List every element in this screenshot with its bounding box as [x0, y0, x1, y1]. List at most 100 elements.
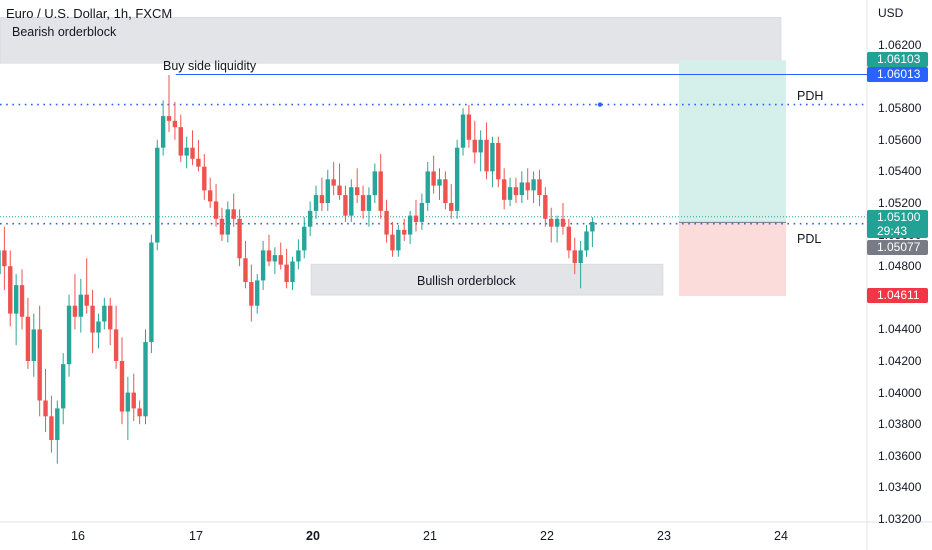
candle-body [90, 305, 95, 333]
candle-body [207, 190, 213, 202]
price-tick-label: 1.05600 [878, 132, 922, 147]
pdh-anchor [597, 102, 603, 107]
candle-body [507, 187, 513, 200]
bearish-orderblock-label: Bearish orderblock [12, 25, 117, 39]
candle-body [72, 305, 78, 317]
candle-body [278, 255, 283, 265]
candle-body [84, 294, 89, 306]
time-tick-label: 16 [71, 529, 85, 543]
candle-body [31, 329, 36, 361]
candle-body [349, 187, 354, 216]
candle-body [25, 316, 31, 361]
stop-zone [679, 222, 786, 297]
candle-body [219, 218, 225, 235]
candle-body [160, 116, 166, 148]
price-tick-label: 1.04200 [878, 354, 922, 368]
candle-body [60, 364, 66, 409]
candle-body [307, 210, 313, 227]
candle-body [0, 250, 1, 275]
candle-body [131, 392, 136, 409]
candle-body [372, 171, 378, 196]
candle-body [272, 255, 278, 262]
time-tick-label: 20 [306, 529, 320, 543]
candle-body [260, 250, 266, 281]
candle-body [66, 305, 72, 365]
symbol-title: Euro / U.S. Dollar, 1h, FXCM [6, 6, 173, 21]
candle-body [284, 264, 289, 282]
candle-body [519, 182, 525, 196]
candle-body [437, 179, 442, 186]
bullish-orderblock-zone [310, 263, 664, 296]
candle-body [537, 179, 542, 196]
price-tick-label: 1.03400 [878, 480, 922, 495]
candle-body [560, 218, 566, 227]
candle-body [172, 120, 178, 128]
time-tick-label: 23 [657, 529, 671, 543]
candle-body [49, 416, 54, 440]
candle-body [590, 221, 595, 232]
candle-body [343, 195, 348, 216]
candle-body [472, 139, 477, 153]
candle-body [360, 195, 366, 211]
candle-body [478, 139, 483, 153]
candle-body [407, 215, 413, 235]
bullish-orderblock-label: Bullish orderblock [417, 274, 516, 288]
buy-side-level-badge: 1.06013 [867, 67, 928, 82]
price-tick-label: 1.05200 [878, 196, 922, 210]
price-tick-label: 1.04800 [878, 259, 922, 274]
candle-body [578, 250, 583, 264]
candle-body [566, 226, 572, 251]
pdl-label: PDL [797, 232, 822, 246]
candle-body [78, 294, 84, 317]
pdh-label: PDH [797, 89, 824, 103]
candle-body [2, 250, 7, 267]
price-tick-label: 1.03200 [878, 512, 922, 526]
candle-body [554, 218, 560, 227]
candle-body [402, 229, 407, 235]
candle-countdown: 29:43 [877, 224, 908, 238]
candle-body [255, 280, 260, 306]
target-price-badge: 1.06103 [867, 52, 928, 67]
candle-body [119, 361, 125, 412]
candle-body [249, 282, 254, 306]
candle-body [102, 305, 107, 322]
price-tick-label: 1.04000 [878, 385, 922, 400]
candle-body [113, 329, 119, 361]
candle-body [125, 392, 131, 412]
candle-body [396, 229, 401, 251]
price-tick-label: 1.06200 [878, 38, 922, 52]
candle-body [543, 195, 548, 219]
candle-body [202, 166, 207, 191]
candle-body [290, 261, 295, 282]
candle-body [501, 179, 507, 200]
candle-body [19, 285, 25, 317]
buy-side-liquidity-label: Buy side liquidity [163, 59, 257, 73]
candle-body [108, 305, 113, 330]
candle-body [549, 218, 554, 227]
candle-body [419, 203, 425, 222]
candle-body [43, 400, 48, 417]
price-tick-label: 1.05800 [878, 101, 922, 116]
last-price-value: 1.05100 [877, 210, 921, 224]
bearish-orderblock-zone [0, 17, 782, 64]
candle-body [484, 139, 489, 172]
candle-body [225, 209, 231, 235]
candle-body [266, 250, 272, 262]
candle-body [231, 209, 236, 219]
time-tick-label: 21 [423, 529, 437, 543]
price-tick-label: 1.03800 [878, 417, 922, 432]
candle-body [496, 142, 501, 180]
candle-body [196, 158, 201, 167]
candle-body [302, 226, 307, 251]
candle-body [96, 321, 101, 333]
candle-body [366, 195, 372, 211]
target-zone [679, 60, 786, 223]
candle-body [531, 179, 536, 191]
candle-body [325, 179, 330, 203]
candle-body [143, 342, 148, 417]
last-price-badge: 1.05100 29:43 [867, 210, 928, 238]
candle-body [449, 203, 454, 211]
candle-body [490, 142, 495, 172]
candle-body [431, 171, 436, 186]
